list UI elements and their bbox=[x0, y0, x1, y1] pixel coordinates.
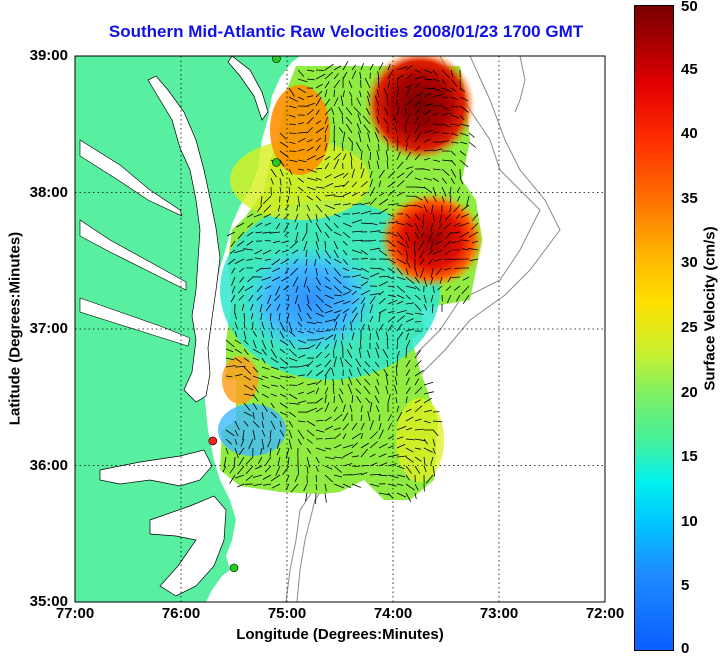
colorbar-tick-label: 0 bbox=[681, 640, 690, 657]
bathymetry-contours bbox=[285, 56, 561, 602]
plot-frame bbox=[74, 55, 606, 603]
lon-tick-label: 77:00 bbox=[55, 605, 95, 622]
colorbar-tick-label: 45 bbox=[681, 60, 698, 78]
radar-station-marker bbox=[272, 56, 281, 64]
lon-tick-label: 74:00 bbox=[373, 605, 413, 622]
lat-tick-label: 35:00 bbox=[29, 593, 68, 610]
colorbar-tick-label: 50 bbox=[681, 0, 698, 15]
lon-tick-label: 72:00 bbox=[585, 605, 625, 622]
bay-inlet-2 bbox=[79, 219, 187, 291]
colorbar-tick-label: 40 bbox=[681, 125, 698, 143]
gridlines bbox=[75, 56, 605, 602]
radar-station-marker bbox=[229, 563, 239, 573]
chesapeake-bay bbox=[147, 75, 221, 403]
lat-tick-label: 38:00 bbox=[29, 183, 68, 201]
albemarle-sound bbox=[99, 449, 213, 487]
pamlico-sound bbox=[149, 495, 227, 597]
velocity-arrows bbox=[222, 61, 479, 504]
colorbar-tick-label: 15 bbox=[681, 448, 698, 466]
hf-radar-stations bbox=[208, 56, 281, 573]
colorbar-tick-label: 30 bbox=[681, 254, 698, 272]
bay-inlet-3 bbox=[79, 297, 191, 347]
lon-tick-label: 76:00 bbox=[161, 605, 201, 622]
radar-station-marker bbox=[208, 436, 218, 446]
map-title: Southern Mid-Atlantic Raw Velocities 200… bbox=[108, 22, 584, 41]
bay-inlet-1 bbox=[79, 139, 183, 217]
lat-tick-label: 39:00 bbox=[29, 47, 68, 64]
velocity-zone-blue bbox=[240, 244, 380, 356]
lon-tick-label: 73:00 bbox=[479, 605, 519, 622]
velocity-zone-orange-nw bbox=[270, 85, 330, 175]
colorbar-tick-label: 25 bbox=[681, 319, 698, 336]
delaware-bay bbox=[227, 56, 269, 121]
colorbar-tick-label: 35 bbox=[681, 189, 698, 207]
lat-tick-label: 37:00 bbox=[29, 320, 68, 337]
colorbar-tick-label: 10 bbox=[681, 512, 698, 530]
velocity-zone-hot-ne bbox=[365, 56, 475, 160]
lat-tick-label: 36:00 bbox=[29, 456, 68, 474]
lon-tick-label: 75:00 bbox=[267, 605, 307, 622]
velocity-field bbox=[218, 56, 484, 504]
colorbar bbox=[634, 5, 674, 651]
radar-station-marker bbox=[272, 158, 281, 167]
velocity-zone-orange-sw bbox=[222, 356, 258, 404]
velocity-zone-blue-sw bbox=[218, 404, 286, 456]
colorbar-tick-label: 5 bbox=[681, 577, 690, 595]
velocity-arrow-lines bbox=[222, 61, 479, 504]
x-axis-label: Longitude (Degrees:Minutes) bbox=[236, 626, 444, 643]
colorbar-tick-label: 20 bbox=[681, 383, 698, 401]
